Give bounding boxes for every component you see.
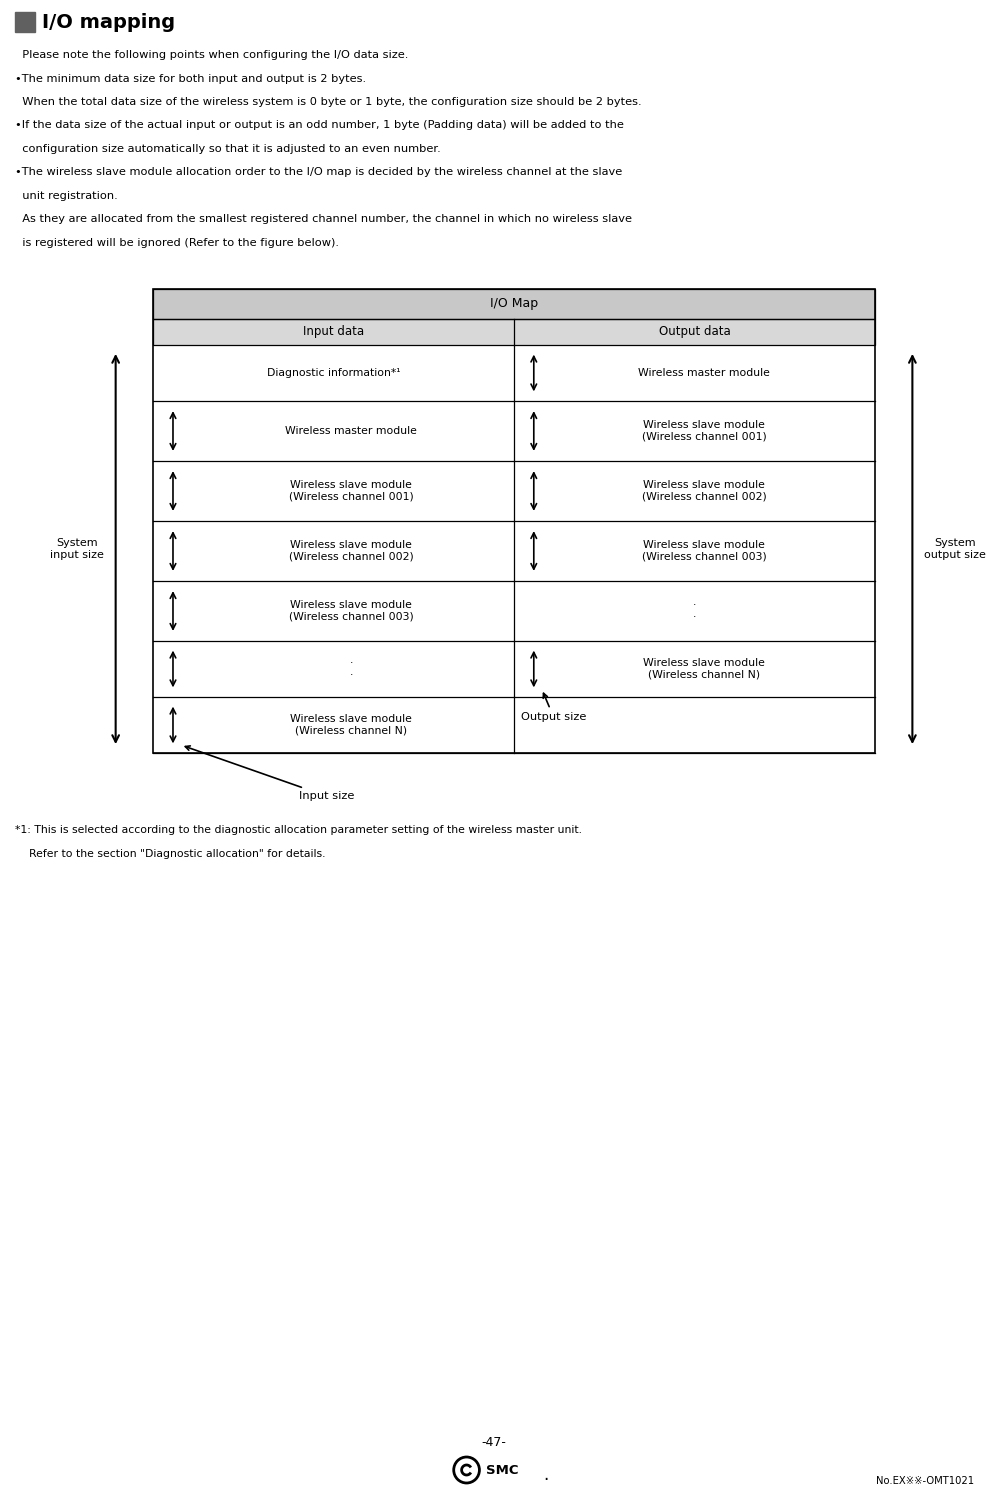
Text: Input size: Input size	[185, 746, 354, 801]
Text: .: .	[544, 1466, 549, 1484]
Text: -47-: -47-	[482, 1436, 507, 1449]
Text: Input data: Input data	[303, 326, 364, 339]
Text: is registered will be ignored (Refer to the figure below).: is registered will be ignored (Refer to …	[15, 238, 339, 248]
Text: unit registration.: unit registration.	[15, 191, 118, 202]
Text: •The minimum data size for both input and output is 2 bytes.: •The minimum data size for both input an…	[15, 73, 366, 84]
Text: Output data: Output data	[659, 326, 730, 339]
Text: Wireless slave module
(Wireless channel 003): Wireless slave module (Wireless channel …	[289, 601, 414, 622]
Bar	[153, 320, 875, 345]
Text: I/O mapping: I/O mapping	[42, 12, 175, 31]
Bar	[153, 288, 875, 320]
Text: System
input size: System input size	[50, 538, 104, 560]
Text: Wireless master module: Wireless master module	[285, 426, 417, 436]
Text: SMC: SMC	[486, 1464, 519, 1476]
Text: No.EX※※-OMT1021: No.EX※※-OMT1021	[876, 1476, 974, 1487]
Text: Wireless slave module
(Wireless channel 002): Wireless slave module (Wireless channel …	[289, 541, 414, 562]
Text: ·
·: · ·	[693, 601, 696, 622]
Text: Refer to the section "Diagnostic allocation" for details.: Refer to the section "Diagnostic allocat…	[15, 849, 325, 859]
Text: Wireless master module: Wireless master module	[638, 368, 770, 378]
Text: Please note the following points when configuring the I/O data size.: Please note the following points when co…	[15, 49, 408, 60]
Text: Wireless slave module
(Wireless channel 002): Wireless slave module (Wireless channel …	[642, 480, 767, 502]
Text: As they are allocated from the smallest registered channel number, the channel i: As they are allocated from the smallest …	[15, 215, 632, 224]
Text: *1: This is selected according to the diagnostic allocation parameter setting of: *1: This is selected according to the di…	[15, 825, 582, 835]
Text: Wireless slave module
(Wireless channel N): Wireless slave module (Wireless channel …	[643, 659, 765, 680]
Bar	[153, 288, 875, 320]
Text: Output size: Output size	[521, 693, 586, 722]
Text: Wireless slave module
(Wireless channel 001): Wireless slave module (Wireless channel …	[642, 420, 767, 442]
Text: ·
·: · ·	[350, 659, 353, 680]
Text: System
output size: System output size	[924, 538, 986, 560]
Text: Diagnostic information*¹: Diagnostic information*¹	[267, 368, 400, 378]
Text: •The wireless slave module allocation order to the I/O map is decided by the wir: •The wireless slave module allocation or…	[15, 167, 622, 178]
Bar	[153, 320, 875, 345]
Text: I/O Map: I/O Map	[490, 297, 538, 311]
Bar	[153, 288, 875, 753]
Text: Wireless slave module
(Wireless channel 003): Wireless slave module (Wireless channel …	[642, 541, 767, 562]
Text: Wireless slave module
(Wireless channel N): Wireless slave module (Wireless channel …	[290, 714, 412, 737]
Text: Wireless slave module
(Wireless channel 001): Wireless slave module (Wireless channel …	[289, 480, 414, 502]
Bar	[15, 12, 35, 31]
Text: When the total data size of the wireless system is 0 byte or 1 byte, the configu: When the total data size of the wireless…	[15, 97, 641, 108]
Text: configuration size automatically so that it is adjusted to an even number.: configuration size automatically so that…	[15, 143, 441, 154]
Text: •If the data size of the actual input or output is an odd number, 1 byte (Paddin: •If the data size of the actual input or…	[15, 121, 624, 130]
